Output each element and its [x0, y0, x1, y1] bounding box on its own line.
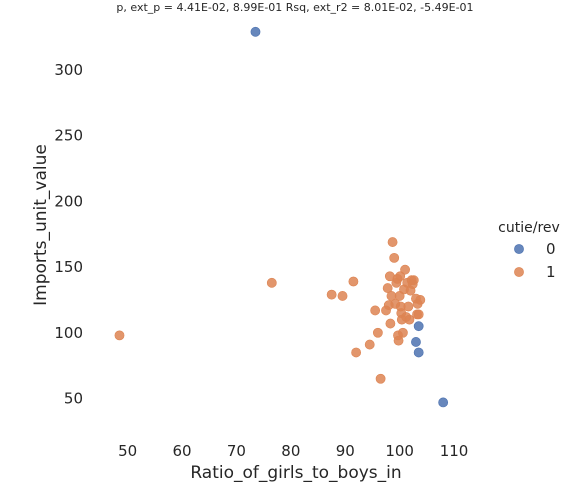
- data-point: [413, 309, 424, 320]
- data-point: [375, 373, 386, 384]
- x-axis-ticks: 50 60 70 80 90 100 110: [118, 442, 468, 460]
- series-0: [250, 26, 449, 408]
- data-point: [114, 330, 125, 341]
- y-tick-label: 200: [54, 192, 83, 210]
- x-axis-label: Ratio_of_girls_to_boys_in: [190, 463, 401, 483]
- data-point: [387, 237, 398, 247]
- data-point: [337, 291, 348, 301]
- data-point: [372, 327, 383, 338]
- data-point: [393, 335, 404, 346]
- data-point: [404, 314, 415, 325]
- x-tick-label: 60: [172, 442, 191, 460]
- x-tick-label: 80: [281, 442, 300, 460]
- legend: cutie/rev 0 1: [498, 220, 560, 281]
- data-point: [370, 305, 381, 316]
- x-tick-label: 100: [385, 442, 414, 460]
- y-axis-ticks: 50 100 150 200 250 300: [54, 61, 83, 408]
- data-point: [250, 26, 261, 37]
- x-tick-label: 90: [336, 442, 355, 460]
- data-point: [351, 347, 362, 358]
- data-point: [385, 318, 396, 329]
- data-point: [348, 276, 359, 287]
- legend-label: 0: [546, 240, 556, 258]
- data-point: [400, 264, 410, 275]
- y-tick-label: 300: [54, 61, 83, 79]
- y-tick-label: 250: [54, 127, 83, 145]
- y-tick-label: 50: [64, 389, 83, 407]
- plot-area: [114, 26, 449, 408]
- data-point: [413, 347, 424, 358]
- data-point: [415, 295, 426, 305]
- legend-marker: [514, 267, 524, 277]
- data-point: [413, 321, 424, 332]
- data-point: [398, 327, 408, 338]
- data-point: [266, 277, 277, 288]
- chart-title: p, ext_p = 4.41E-02, 8.99E-01 Rsq, ext_r…: [116, 1, 473, 14]
- legend-marker: [514, 244, 524, 254]
- y-tick-label: 150: [54, 258, 83, 276]
- legend-title: cutie/rev: [498, 220, 560, 236]
- data-point: [408, 275, 419, 286]
- data-point: [438, 397, 449, 408]
- data-point: [326, 289, 337, 300]
- data-point: [395, 271, 406, 282]
- x-tick-label: 50: [118, 442, 137, 460]
- data-point: [411, 337, 421, 347]
- data-point: [364, 339, 375, 350]
- y-axis-label: Imports_unit_value: [31, 144, 51, 306]
- data-point: [389, 252, 400, 263]
- series-1: [114, 237, 426, 384]
- x-tick-label: 70: [227, 442, 246, 460]
- data-point: [403, 301, 414, 312]
- legend-label: 1: [546, 263, 556, 281]
- y-tick-label: 100: [54, 324, 83, 342]
- data-point: [382, 283, 393, 293]
- x-tick-label: 110: [440, 442, 469, 460]
